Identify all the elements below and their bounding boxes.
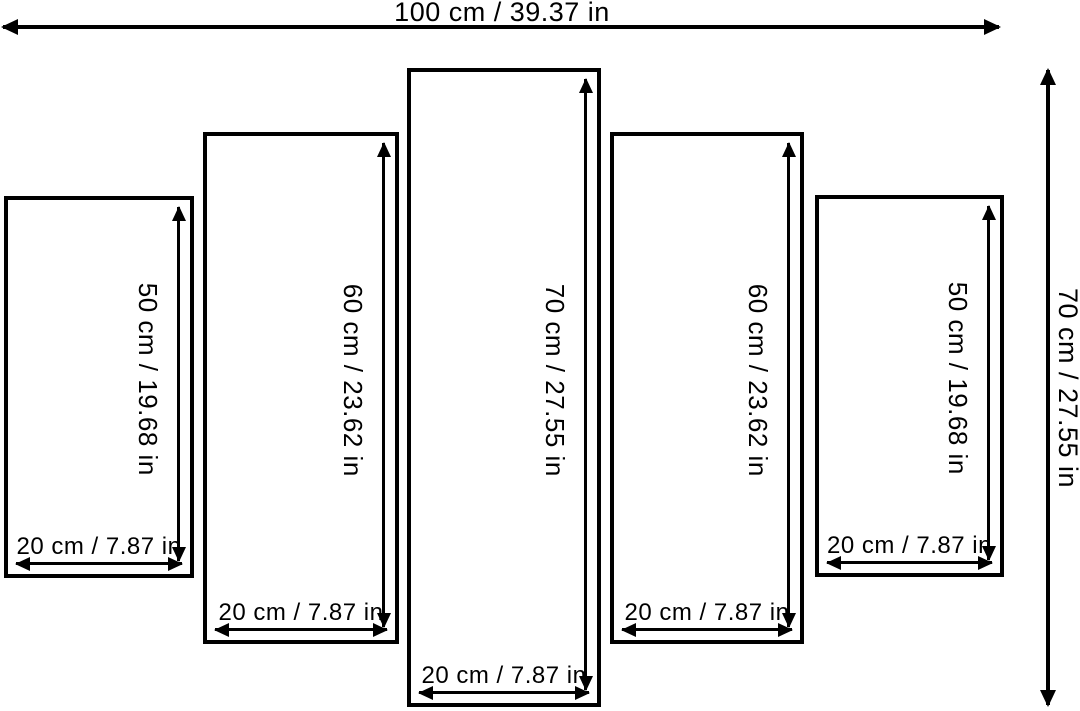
overall-height-label: 70 cm / 27.55 in bbox=[1053, 287, 1080, 489]
panel-4-width-arrow bbox=[622, 628, 792, 631]
panel-4-height-label: 60 cm / 23.62 in bbox=[743, 283, 773, 477]
panel-4: 60 cm / 23.62 in 20 cm / 7.87 in bbox=[610, 132, 804, 644]
overall-width-arrow bbox=[3, 25, 999, 29]
panel-1-width-arrow bbox=[16, 562, 182, 565]
panel-2-width-label: 20 cm / 7.87 in bbox=[218, 599, 384, 626]
panel-3-width-label: 20 cm / 7.87 in bbox=[421, 662, 587, 689]
panel-2-height-label: 60 cm / 23.62 in bbox=[338, 283, 368, 477]
panel-4-height-arrow bbox=[787, 143, 790, 627]
panel-1-height-arrow bbox=[177, 207, 180, 561]
panel-3: 70 cm / 27.55 in 20 cm / 7.87 in bbox=[407, 68, 601, 707]
panel-4-width-label: 20 cm / 7.87 in bbox=[624, 599, 790, 626]
panel-5: 50 cm / 19.68 in 20 cm / 7.87 in bbox=[815, 195, 1004, 577]
panel-3-width-arrow bbox=[419, 691, 589, 694]
panel-2-height-arrow bbox=[382, 143, 385, 627]
panel-1-height-label: 50 cm / 19.68 in bbox=[133, 282, 163, 476]
panel-1: 50 cm / 19.68 in 20 cm / 7.87 in bbox=[4, 196, 194, 578]
panel-5-width-label: 20 cm / 7.87 in bbox=[827, 532, 992, 559]
panel-2: 60 cm / 23.62 in 20 cm / 7.87 in bbox=[203, 132, 399, 644]
panel-5-height-label: 50 cm / 19.68 in bbox=[943, 281, 973, 475]
overall-width-label: 100 cm / 39.37 in bbox=[394, 0, 610, 27]
panel-3-height-arrow bbox=[584, 79, 587, 690]
panel-2-width-arrow bbox=[215, 628, 387, 631]
panel-5-width-arrow bbox=[827, 561, 992, 564]
panel-1-width-label: 20 cm / 7.87 in bbox=[16, 533, 182, 560]
panel-5-height-arrow bbox=[987, 206, 990, 560]
panel-3-height-label: 70 cm / 27.55 in bbox=[540, 283, 570, 477]
overall-height-arrow bbox=[1046, 70, 1050, 705]
